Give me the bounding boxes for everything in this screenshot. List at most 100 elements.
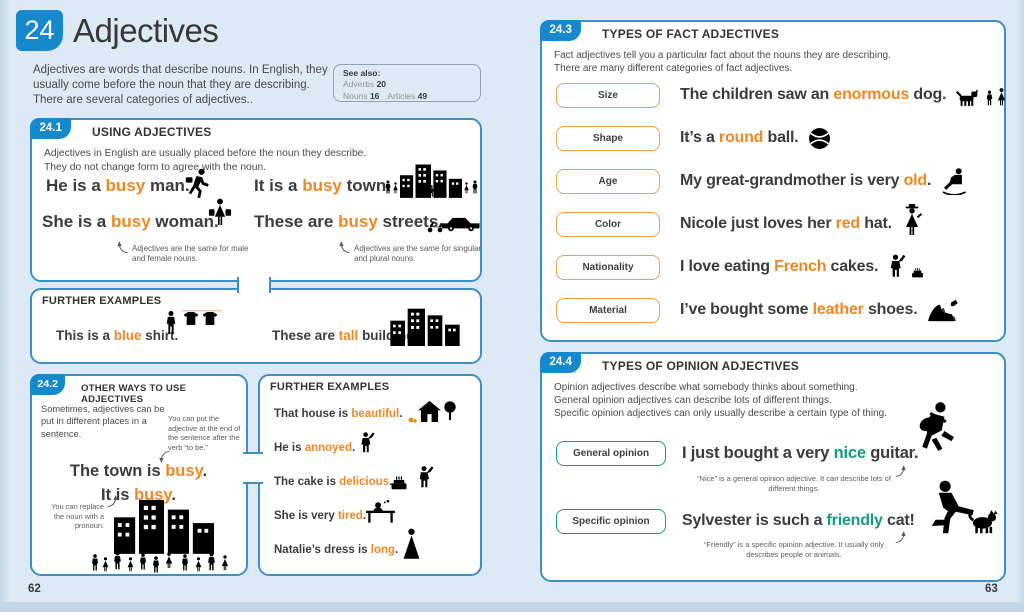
fact-row: Age My great-grandmother is very old.: [556, 166, 998, 196]
annotation: “Nice” is a general opinion adjective. I…: [697, 474, 891, 493]
see-also-ref: Nouns 16 Articles 49: [343, 90, 428, 101]
further-examples-1-panel: FURTHER EXAMPLES This is a blue shirt. T…: [30, 288, 482, 364]
woman-with-bags-icon: [208, 198, 232, 228]
see-also-box: See also: Adverbs 20 Nouns 16 Articles 49: [333, 64, 481, 102]
clothesline-shirt-icon: [166, 310, 222, 334]
rocking-chair-icon: [940, 167, 968, 195]
see-also-ref: Adverbs 20: [343, 79, 387, 90]
tall-buildings-icon: [390, 306, 460, 346]
traffic-icon: [427, 217, 480, 233]
section-24-2-panel: 24.2 OTHER WAYS TO USE ADJECTIVES Someti…: [29, 373, 248, 576]
chapter-intro: Adjectives are words that describe nouns…: [33, 64, 328, 107]
opinion-row: Specific opinion Sylvester is such a fri…: [556, 506, 915, 536]
caption: Adjectives are the same for male and fem…: [132, 244, 249, 264]
section-24-1-panel: 24.1 USING ADJECTIVES Adjectives in Engl…: [29, 117, 482, 282]
fact-row: Size The children saw an enormous dog.: [556, 80, 1006, 110]
cake-and-baker-icon: [391, 466, 434, 490]
section-24-3-description: Fact adjectives tell you a particular fa…: [554, 50, 891, 75]
fact-row: Nationality I love eating French cakes.: [556, 252, 998, 282]
example-sentence: It is busy.: [101, 486, 176, 504]
category-pill: Specific opinion: [556, 508, 666, 534]
caption-arrow-icon: [338, 240, 351, 254]
annoyed-man-icon: [358, 430, 376, 455]
category-pill: Size: [556, 82, 660, 108]
panel-connector: [237, 277, 271, 293]
category-pill: Material: [556, 297, 660, 323]
example-sentence: It is a busy town.: [254, 176, 391, 195]
section-24-3-title: TYPES OF FACT ADJECTIVES: [602, 27, 780, 41]
guitar-player-icon: [912, 400, 958, 462]
page-number-left: 62: [28, 583, 41, 595]
example-sentence: That house is beautiful.: [274, 408, 403, 420]
town-buildings-people-icon: [385, 164, 478, 198]
page-title: Adjectives: [73, 12, 219, 49]
page-edge-right: [1016, 0, 1024, 612]
example-sentence: I’ve bought some leather shoes.: [680, 301, 918, 318]
example-sentence: The cake is delicious.: [274, 476, 393, 488]
annotation: You can replace the noun with a pronoun.: [51, 502, 104, 531]
further-examples-2-panel: FURTHER EXAMPLES That house is beautiful…: [258, 374, 482, 576]
section-24-4-description: Opinion adjectives describe what somebod…: [554, 382, 887, 420]
page-number-right: 63: [985, 583, 998, 595]
category-pill: Nationality: [556, 254, 660, 280]
page-edge-bottom: [0, 602, 1024, 612]
chapter-number-badge: 24: [16, 10, 63, 51]
example-sentence: Sylvester is such a friendly cat!: [682, 512, 915, 529]
long-dress-icon: [402, 528, 421, 560]
annotation-arrow-icon: [894, 464, 907, 478]
opinion-row: General opinion I just bought a very nic…: [556, 438, 919, 468]
section-24-1-description: Adjectives in English are usually placed…: [44, 148, 367, 173]
category-pill: Age: [556, 168, 660, 194]
section-24-1-badge: 24.1: [29, 117, 71, 139]
fact-row: Shape It’s a round ball.: [556, 123, 998, 153]
woman-with-hat-icon: [901, 204, 923, 236]
example-sentence: These are busy streets.: [254, 212, 443, 231]
house-and-tree-icon: [408, 401, 456, 423]
example-sentence: She is a busy woman.: [42, 212, 219, 231]
fact-row: Material I’ve bought some leather shoes.: [556, 295, 998, 325]
section-24-2-title: OTHER WAYS TO USE ADJECTIVES: [81, 383, 187, 405]
dog-and-children-icon: [956, 87, 1006, 106]
example-sentence: He is annoyed.: [274, 442, 356, 454]
example-sentence: The town is busy.: [69, 462, 208, 480]
page-edge-left: [0, 0, 10, 612]
see-also-label: See also:: [343, 68, 381, 78]
example-sentence: He is a busy man.: [46, 176, 190, 195]
example-sentence: She is very tired.: [274, 510, 367, 522]
example-sentence: Nicole just loves her red hat.: [680, 215, 892, 232]
further-examples-title: FURTHER EXAMPLES: [270, 381, 390, 393]
leather-shoes-icon: [926, 298, 959, 323]
example-sentence: I love eating French cakes.: [680, 258, 879, 275]
caption: Adjectives are the same for singular and…: [354, 244, 482, 264]
example-sentence: My great-grandmother is very old.: [680, 172, 932, 189]
example-sentence: It’s a round ball.: [680, 129, 799, 146]
ball-icon: [808, 127, 831, 150]
section-24-4-panel: 24.4 TYPES OF OPINION ADJECTIVES Opinion…: [539, 351, 1006, 582]
further-examples-title: FURTHER EXAMPLES: [42, 295, 162, 307]
petting-cat-icon: [924, 480, 998, 534]
section-24-4-badge: 24.4: [539, 351, 581, 373]
section-24-2-badge: 24.2: [29, 373, 65, 395]
category-pill: Shape: [556, 125, 660, 151]
section-24-1-title: USING ADJECTIVES: [92, 125, 212, 139]
example-sentence: Natalie’s dress is long.: [274, 544, 399, 556]
section-24-2-description: Sometimes, adjectives can be put in diff…: [41, 404, 165, 439]
section-24-3-badge: 24.3: [539, 19, 581, 41]
section-24-4-title: TYPES OF OPINION ADJECTIVES: [602, 359, 799, 373]
baker-with-cakes-icon: [891, 254, 924, 278]
panel-connector: [243, 452, 263, 484]
section-24-3-panel: 24.3 TYPES OF FACT ADJECTIVES Fact adjec…: [539, 19, 1006, 342]
running-businessman-icon: [184, 168, 211, 199]
caption-arrow-icon: [116, 240, 129, 254]
category-pill: Color: [556, 211, 660, 237]
fact-row: Color Nicole just loves her red hat.: [556, 209, 998, 239]
example-sentence: This is a blue shirt.: [56, 328, 179, 343]
annotation: You can put the adjective at the end of …: [168, 414, 241, 452]
sleeping-at-desk-icon: [366, 500, 395, 523]
annotation: “Friendly” is a specific opinion adjecti…: [703, 540, 885, 559]
category-pill: General opinion: [556, 440, 666, 466]
annotation-arrow-icon: [894, 530, 907, 544]
example-sentence: The children saw an enormous dog.: [680, 86, 947, 103]
city-crowd-icon: [91, 500, 229, 573]
